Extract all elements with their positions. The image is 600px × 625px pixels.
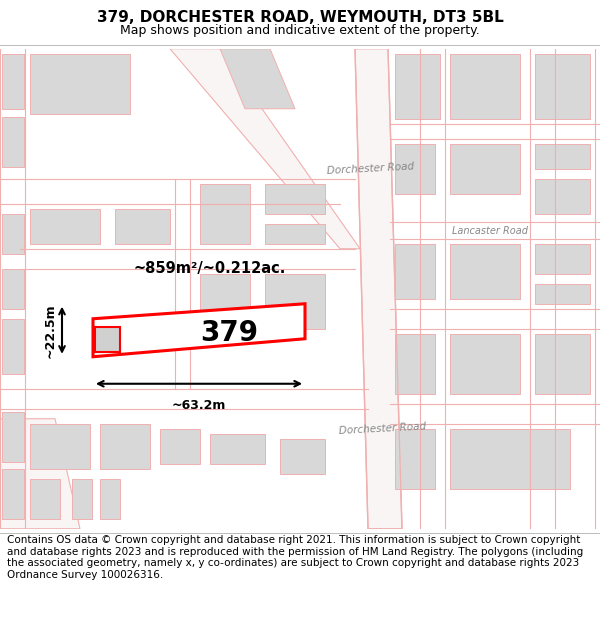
Bar	[2, 54, 24, 109]
Bar	[280, 439, 325, 474]
Text: Lancaster Road: Lancaster Road	[452, 226, 528, 236]
Text: ~22.5m: ~22.5m	[44, 303, 57, 358]
Bar	[395, 244, 435, 299]
Text: 379, DORCHESTER ROAD, WEYMOUTH, DT3 5BL: 379, DORCHESTER ROAD, WEYMOUTH, DT3 5BL	[97, 10, 503, 25]
Bar	[30, 424, 90, 469]
Polygon shape	[170, 49, 360, 249]
Bar	[535, 284, 590, 304]
Bar	[2, 412, 24, 462]
Bar	[30, 54, 130, 114]
Bar	[535, 179, 590, 214]
Polygon shape	[0, 419, 80, 529]
Text: Dorchester Road: Dorchester Road	[326, 161, 414, 176]
Bar	[395, 54, 440, 119]
Bar	[535, 54, 590, 119]
Bar	[30, 479, 60, 519]
Bar	[100, 424, 150, 469]
Bar	[200, 274, 250, 329]
Bar	[95, 327, 120, 352]
Bar	[2, 269, 24, 309]
Bar	[450, 244, 520, 299]
Bar	[2, 469, 24, 519]
Bar	[535, 144, 590, 169]
Bar	[2, 117, 24, 167]
Bar	[115, 209, 170, 244]
Bar	[160, 429, 200, 464]
Polygon shape	[220, 49, 295, 109]
Text: ~859m²/~0.212ac.: ~859m²/~0.212ac.	[134, 261, 286, 276]
Bar	[450, 144, 520, 194]
Bar	[265, 224, 325, 244]
Text: Map shows position and indicative extent of the property.: Map shows position and indicative extent…	[120, 24, 480, 37]
Bar	[265, 274, 325, 329]
Text: ~63.2m: ~63.2m	[172, 399, 226, 412]
Bar	[535, 244, 590, 274]
Bar	[72, 479, 92, 519]
Bar	[100, 479, 120, 519]
Bar	[450, 334, 520, 394]
Bar	[450, 429, 570, 489]
Bar	[535, 334, 590, 394]
Text: Dorchester Road: Dorchester Road	[338, 421, 426, 436]
Bar	[2, 319, 24, 374]
Text: Contains OS data © Crown copyright and database right 2021. This information is : Contains OS data © Crown copyright and d…	[7, 535, 583, 580]
Bar	[395, 334, 435, 394]
Bar	[395, 429, 435, 489]
Bar	[2, 214, 24, 254]
Polygon shape	[355, 49, 402, 529]
Bar	[265, 184, 325, 214]
Text: 379: 379	[200, 319, 258, 348]
Bar	[200, 184, 250, 244]
Bar	[450, 54, 520, 119]
Bar	[210, 434, 265, 464]
Bar	[30, 209, 100, 244]
Polygon shape	[93, 304, 305, 357]
Bar	[395, 144, 435, 194]
